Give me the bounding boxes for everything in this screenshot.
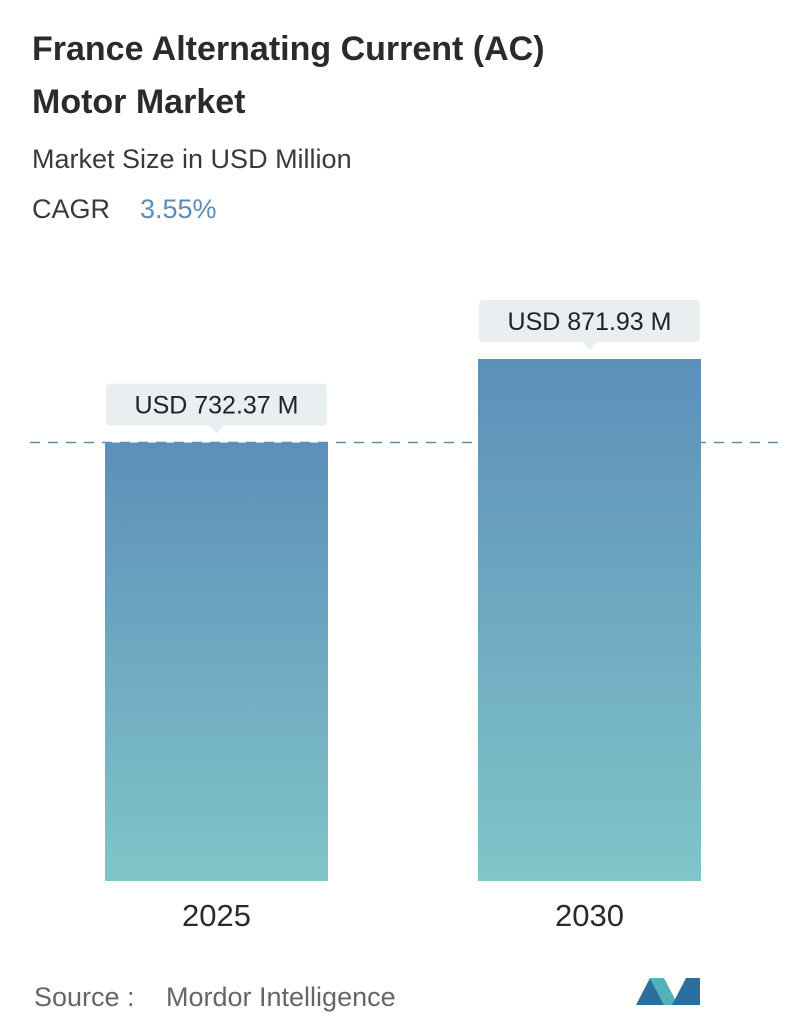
x-tick-label: 2030 <box>555 898 624 933</box>
value-label: USD 732.37 M <box>135 392 299 420</box>
value-label-pointer <box>209 425 224 434</box>
source: Mordor Intelligence <box>166 982 396 1012</box>
source-label: Source : <box>34 982 135 1012</box>
value-label-box <box>106 383 327 426</box>
x-tick-label: 2025 <box>182 898 251 933</box>
logo <box>636 978 700 1005</box>
value-label-box <box>479 300 700 342</box>
chart-subtitle: Market Size in USD Million <box>32 144 352 174</box>
chart-title-line: Motor Market <box>32 83 245 121</box>
value-label-pointer <box>582 342 597 350</box>
chart-title: France Alternating Current (AC) <box>32 30 545 68</box>
plot-area: USD 732.37 M 2025 USD 871.93 M 2030 <box>30 300 785 933</box>
cagr-value: 3.55% <box>140 194 217 224</box>
value-label: USD 871.93 M <box>508 308 672 336</box>
cagr-label: CAGR <box>32 194 110 224</box>
bar <box>105 442 328 881</box>
bar <box>478 359 701 881</box>
